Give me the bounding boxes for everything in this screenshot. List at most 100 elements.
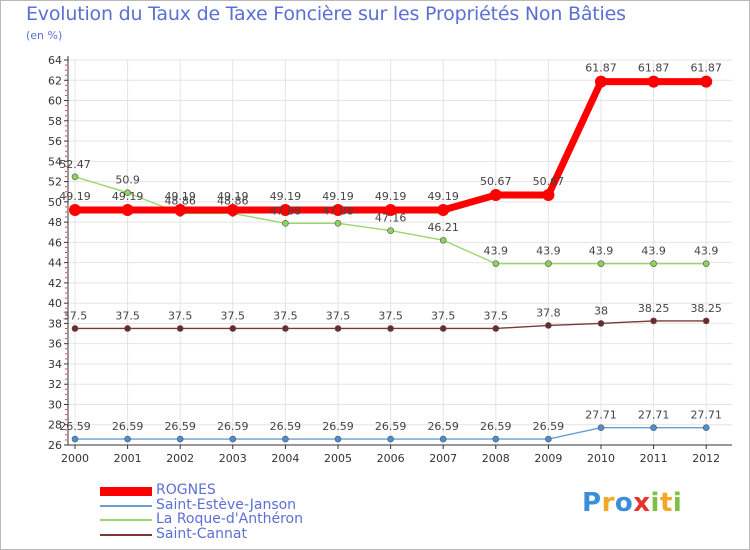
y-tick-label: 40 [48,297,62,310]
y-tick-label: 30 [48,398,62,411]
data-label: 43.9 [641,245,666,258]
data-point [492,325,500,332]
legend-label: Saint-Estève-Janson [156,496,297,513]
data-label: 46.21 [427,221,459,234]
data-label: 26.59 [427,420,459,433]
data-label: 26.59 [533,420,565,433]
chart-subtitle: (en %) [26,29,63,42]
y-tick-label: 60 [48,95,62,108]
data-label: 43.9 [694,245,719,258]
y-tick-label: 36 [48,338,62,351]
y-tick-label: 42 [48,277,62,290]
legend-label: Saint-Cannat [156,525,247,542]
data-point [597,320,605,327]
data-label: 61.87 [690,62,722,75]
data-point [439,236,447,244]
data-label: 26.59 [480,420,512,433]
data-label: 26.59 [112,420,144,433]
x-tick-label: 2009 [534,452,562,465]
data-point [69,204,81,217]
x-tick-label: 2008 [482,452,510,465]
data-point [124,189,131,197]
logo-letter: x [633,488,651,518]
proxiti-logo: Proxiti [582,488,682,518]
legend-label: La Roque-d'Anthéron [156,511,303,527]
data-point [439,435,447,443]
data-point [650,317,657,325]
data-label: 27.71 [690,409,722,422]
data-point [282,325,289,332]
y-tick-label: 64 [48,54,62,67]
data-point [121,204,134,217]
data-point [647,75,660,88]
data-point [226,204,239,217]
data-point [597,424,605,431]
data-label: 48.86 [164,194,196,207]
logo-letter: P [582,488,602,518]
legend-swatch [100,533,152,536]
logo-letter: r [601,488,615,518]
data-label: 37.5 [431,309,456,322]
data-label: 26.59 [375,420,407,433]
data-label: 26.59 [217,420,249,433]
data-label: 49.19 [270,190,302,203]
data-label: 49.19 [217,190,249,203]
logo-letter: i [672,488,683,518]
data-label: 37.5 [63,309,88,322]
data-point [71,173,79,181]
data-point [492,435,500,443]
data-label: 49.19 [427,190,459,203]
data-point [174,204,187,217]
y-tick-label: 56 [48,135,62,148]
data-label: 37.5 [115,309,140,322]
data-label: 47.16 [375,212,407,225]
data-label: 49.19 [112,190,144,203]
data-label: 37.5 [221,309,246,322]
data-point [542,189,555,202]
data-label: 49.19 [164,190,196,203]
y-tick-label: 26 [48,439,62,452]
data-label: 49.19 [59,190,91,203]
y-tick-label: 44 [48,257,62,270]
y-tick-label: 34 [48,358,62,371]
data-label: 47.88 [322,204,354,217]
data-point [650,260,657,267]
grid [68,59,732,446]
data-label: 43.9 [536,245,561,258]
data-label: 47.88 [270,204,302,217]
data-point [437,204,450,217]
data-point [279,204,292,217]
data-point [702,424,710,431]
data-point [229,435,237,443]
data-point [595,75,607,88]
data-point [334,325,342,332]
series-0 [69,75,713,217]
data-label: 38.25 [690,302,722,315]
data-point [71,435,79,443]
data-label: 37.5 [273,309,298,322]
data-point [332,204,344,217]
data-point [597,260,605,267]
data-label: 37.5 [378,309,403,322]
y-tick-label: 58 [48,115,62,128]
x-tick-label: 2001 [114,452,142,465]
data-point [176,435,184,443]
data-label: 49.19 [322,190,354,203]
legend-swatch [100,519,152,521]
data-point [387,227,394,234]
data-label: 37.5 [484,309,509,322]
data-point [545,435,552,443]
logo-letter: i [650,488,660,518]
data-point [387,435,394,443]
data-point [492,260,500,267]
data-label: 49.19 [375,190,407,203]
data-label: 26.59 [322,420,354,433]
data-label: 26.59 [164,420,196,433]
x-tick-label: 2007 [429,452,457,465]
data-point [545,260,552,267]
data-point [176,325,184,332]
data-point [384,204,397,217]
legend-swatch [100,504,152,507]
y-tick-label: 32 [48,378,62,391]
